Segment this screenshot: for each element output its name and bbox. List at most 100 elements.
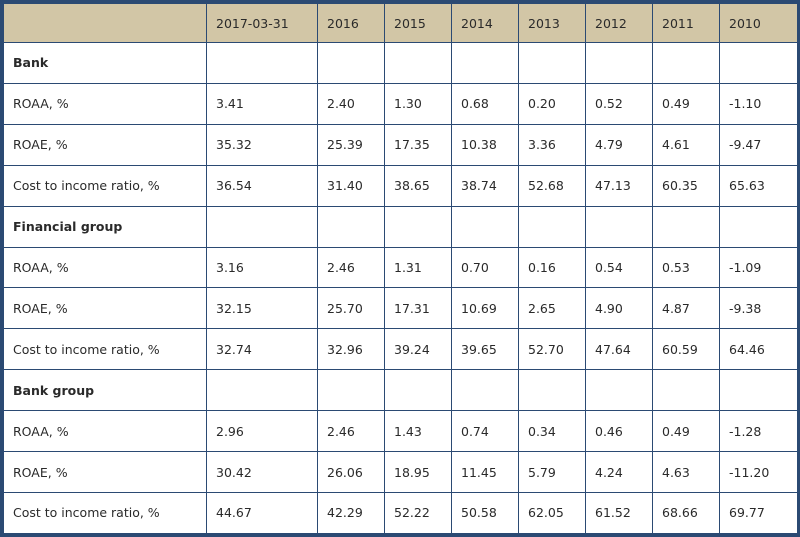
section-label: Bank [3, 42, 207, 84]
value-cell: 2.65 [518, 287, 586, 330]
value-cell [585, 205, 653, 248]
value-cell: 1.30 [384, 82, 452, 125]
header-cell-period: 2011 [652, 3, 720, 43]
value-cell: 60.35 [652, 164, 720, 207]
value-cell [585, 369, 653, 412]
table-row: ROAA, % 2.96 2.46 1.43 0.74 0.34 0.46 0.49 -1.28 [3, 410, 798, 453]
value-cell [719, 42, 798, 84]
row-label: Cost to income ratio, % [3, 491, 207, 535]
section-label: Financial group [3, 205, 207, 248]
value-cell: 18.95 [384, 451, 452, 493]
value-cell: 4.24 [585, 451, 653, 493]
header-cell-period: 2017-03-31 [206, 3, 318, 43]
value-cell: 4.61 [652, 123, 720, 166]
value-cell: 0.53 [652, 246, 720, 289]
table-row: ROAE, % 32.15 25.70 17.31 10.69 2.65 4.90 4.87-… [3, 287, 798, 330]
value-cell: 0.52 [585, 82, 653, 125]
value-cell: 1.31 [384, 246, 452, 289]
section-row: Bank group [3, 369, 798, 412]
value-cell: 17.31 [384, 287, 452, 330]
value-cell [585, 42, 653, 84]
header-cell-period: 2014 [451, 3, 519, 43]
value-cell: 38.74 [451, 164, 519, 207]
value-cell [384, 42, 452, 84]
value-cell: 69.77 [719, 491, 798, 535]
value-cell: 61.52 [585, 491, 653, 535]
header-cell-period: 2016 [317, 3, 385, 43]
table-row: ROAA, % 3.41 2.40 1.30 0.68 0.20 0.52 0.49 -1.10 [3, 82, 798, 125]
value-cell: 2.46 [317, 246, 385, 289]
value-cell [206, 205, 318, 248]
value-cell [518, 205, 586, 248]
financial-ratios-table: 2017-03-31 2016 2015 2014 2013 2012 2011 2010 B… [3, 3, 798, 535]
value-cell: 17.35 [384, 123, 452, 166]
value-cell: 0.70 [451, 246, 519, 289]
value-cell: 0.46 [585, 410, 653, 453]
value-cell: 52.70 [518, 328, 586, 371]
value-cell: 32.15 [206, 287, 318, 330]
value-cell: 38.65 [384, 164, 452, 207]
value-cell: 3.36 [518, 123, 586, 166]
value-cell: 0.49 [652, 82, 720, 125]
section-row: Financial group [3, 205, 798, 248]
value-cell [384, 369, 452, 412]
value-cell: -1.09 [719, 246, 798, 289]
value-cell: 0.74 [451, 410, 519, 453]
value-cell: 3.16 [206, 246, 318, 289]
section-row: Bank [3, 42, 798, 84]
header-cell-period: 2010 [719, 3, 798, 43]
row-label: ROAE, % [3, 451, 207, 493]
section-label: Bank group [3, 369, 207, 412]
table-body: Bank ROAA, % 3.41 2.40 1.30 0.68 0.20 0.52 0.49-… [3, 42, 798, 535]
value-cell [317, 369, 385, 412]
value-cell: 11.45 [451, 451, 519, 493]
value-cell: 25.39 [317, 123, 385, 166]
value-cell: 2.46 [317, 410, 385, 453]
value-cell: 30.42 [206, 451, 318, 493]
value-cell [719, 369, 798, 412]
value-cell: 5.79 [518, 451, 586, 493]
value-cell: 4.79 [585, 123, 653, 166]
value-cell [518, 42, 586, 84]
value-cell [652, 369, 720, 412]
value-cell [518, 369, 586, 412]
value-cell: 2.96 [206, 410, 318, 453]
value-cell: 62.05 [518, 491, 586, 535]
row-label: Cost to income ratio, % [3, 164, 207, 207]
table-row: ROAE, % 35.32 25.39 17.35 10.38 3.36 4.79 4.61-… [3, 123, 798, 166]
row-label: ROAE, % [3, 287, 207, 330]
value-cell: 32.96 [317, 328, 385, 371]
value-cell [206, 42, 318, 84]
value-cell: 0.49 [652, 410, 720, 453]
header-cell-period: 2012 [585, 3, 653, 43]
table-row: Cost to income ratio, % 44.67 42.29 52.22 50… [3, 491, 798, 535]
value-cell: 0.20 [518, 82, 586, 125]
value-cell [317, 42, 385, 84]
value-cell [384, 205, 452, 248]
value-cell [451, 42, 519, 84]
value-cell: 39.24 [384, 328, 452, 371]
header-cell-corner [3, 3, 207, 43]
value-cell: -1.10 [719, 82, 798, 125]
value-cell: -1.28 [719, 410, 798, 453]
value-cell: 2.40 [317, 82, 385, 125]
table-row: Cost to income ratio, % 32.74 32.96 39.24 39… [3, 328, 798, 371]
row-label: Cost to income ratio, % [3, 328, 207, 371]
value-cell: 25.70 [317, 287, 385, 330]
row-label: ROAA, % [3, 246, 207, 289]
value-cell: 44.67 [206, 491, 318, 535]
value-cell: 39.65 [451, 328, 519, 371]
value-cell: 0.34 [518, 410, 586, 453]
header-row: 2017-03-31 2016 2015 2014 2013 2012 2011 2010 [3, 3, 798, 43]
value-cell: 42.29 [317, 491, 385, 535]
value-cell: 50.58 [451, 491, 519, 535]
value-cell: -9.47 [719, 123, 798, 166]
value-cell: 65.63 [719, 164, 798, 207]
row-label: ROAA, % [3, 410, 207, 453]
value-cell: -9.38 [719, 287, 798, 330]
header-cell-period: 2015 [384, 3, 452, 43]
row-label: ROAE, % [3, 123, 207, 166]
table-row: Cost to income ratio, % 36.54 31.40 38.65 38… [3, 164, 798, 207]
value-cell: 60.59 [652, 328, 720, 371]
